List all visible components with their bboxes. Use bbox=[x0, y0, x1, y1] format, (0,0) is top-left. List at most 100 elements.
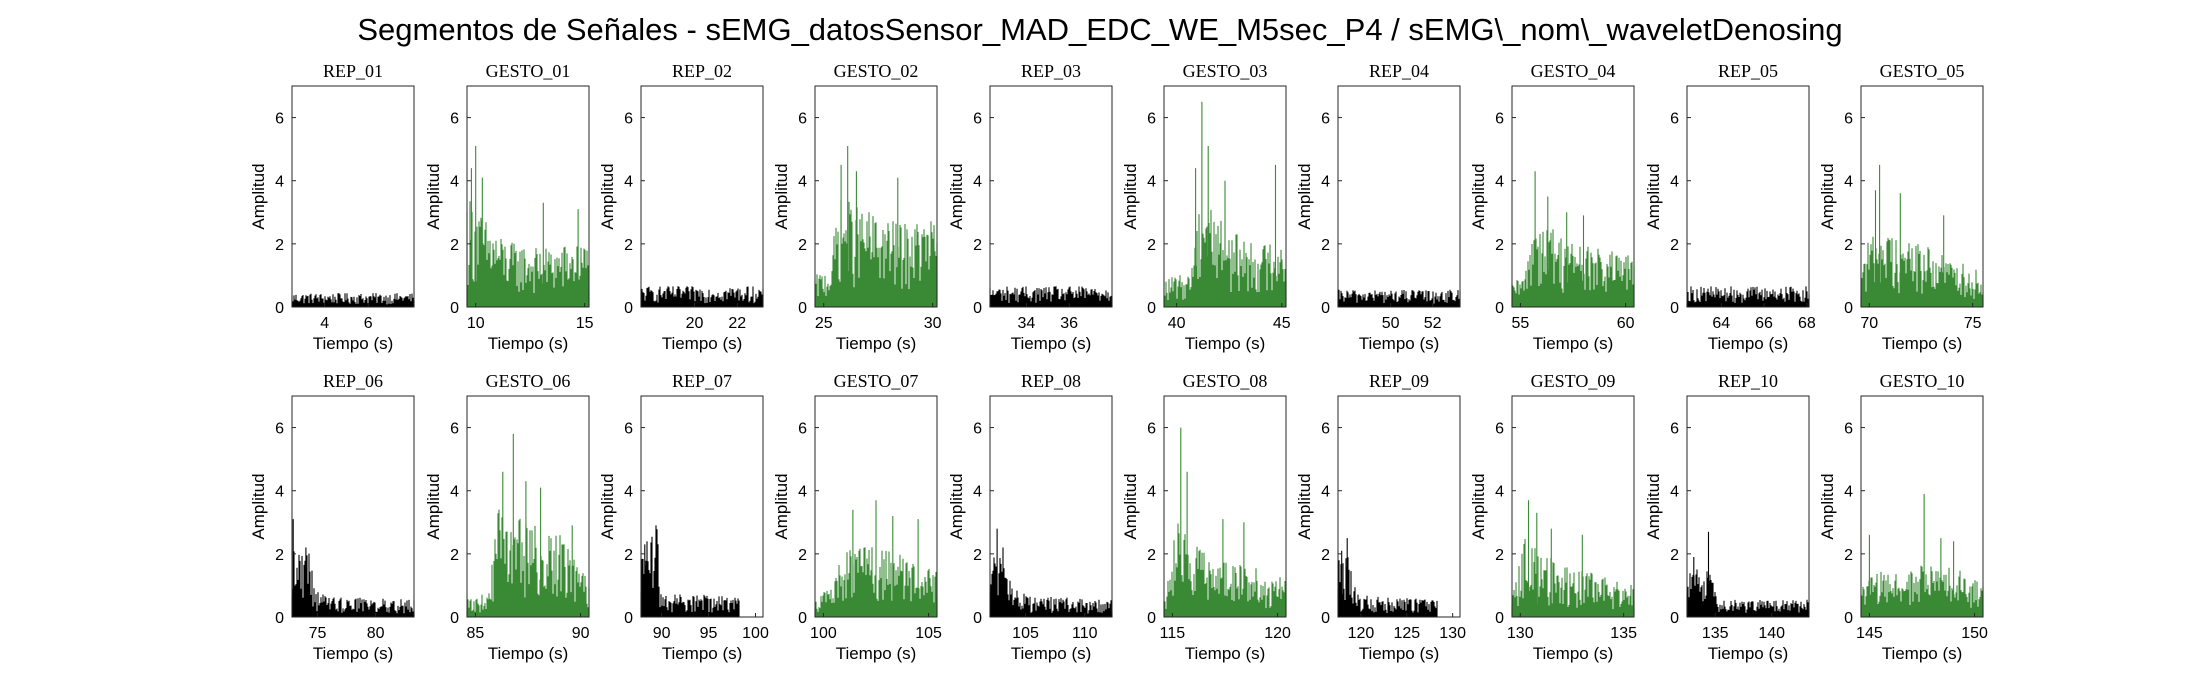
subplot-gesto-04: 0 2 4 6 55 60 GESTO_04 Tiempo (s) Amplitud bbox=[1469, 61, 1635, 353]
axes-box bbox=[1511, 85, 1635, 308]
x-tick-label: 66 bbox=[1755, 315, 1773, 332]
x-axis-label: Tiempo (s) bbox=[1882, 644, 1963, 663]
axes-box bbox=[1163, 395, 1287, 618]
x-tick-label: 85 bbox=[467, 625, 485, 642]
y-tick-label: 4 bbox=[1321, 174, 1330, 191]
y-tick-label: 2 bbox=[973, 547, 982, 564]
y-tick-label: 2 bbox=[1321, 547, 1330, 564]
y-axis-label: Amplitud bbox=[947, 473, 966, 539]
y-tick-label: 2 bbox=[973, 237, 982, 254]
y-tick-label: 4 bbox=[1321, 484, 1330, 501]
x-tick-label: 4 bbox=[320, 315, 329, 332]
axes-box bbox=[1511, 395, 1635, 618]
y-axis-label: Amplitud bbox=[1818, 473, 1837, 539]
x-tick-label: 90 bbox=[572, 625, 590, 642]
y-tick-label: 6 bbox=[624, 421, 633, 438]
axes-box bbox=[1686, 85, 1810, 308]
y-tick-label: 4 bbox=[1147, 174, 1156, 191]
subplot-rep-08: 0 2 4 6 105 110 REP_08 Tiempo (s) Amplitud bbox=[947, 371, 1113, 663]
x-tick-label: 150 bbox=[1961, 625, 1988, 642]
y-tick-label: 4 bbox=[1147, 484, 1156, 501]
y-tick-label: 0 bbox=[624, 300, 633, 317]
subplot-rep-06: 0 2 4 6 75 80 REP_06 Tiempo (s) Amplitud bbox=[249, 371, 415, 663]
subplot-title: GESTO_09 bbox=[1531, 371, 1616, 391]
y-tick-label: 2 bbox=[1147, 547, 1156, 564]
x-tick-label: 100 bbox=[742, 625, 769, 642]
x-tick-label: 80 bbox=[367, 625, 385, 642]
x-tick-label: 120 bbox=[1348, 625, 1375, 642]
axes-box bbox=[814, 85, 938, 308]
x-tick-label: 60 bbox=[1617, 315, 1635, 332]
subplot-title: REP_01 bbox=[323, 61, 383, 81]
x-axis-label: Tiempo (s) bbox=[836, 644, 917, 663]
y-tick-label: 2 bbox=[624, 547, 633, 564]
x-tick-label: 135 bbox=[1610, 625, 1637, 642]
y-axis-label: Amplitud bbox=[1121, 473, 1140, 539]
x-axis-label: Tiempo (s) bbox=[1708, 644, 1789, 663]
y-tick-label: 0 bbox=[798, 300, 807, 317]
y-tick-label: 0 bbox=[1495, 610, 1504, 627]
x-axis-label: Tiempo (s) bbox=[1011, 334, 1092, 353]
y-axis-label: Amplitud bbox=[1644, 163, 1663, 229]
x-tick-label: 6 bbox=[364, 315, 373, 332]
x-tick-label: 95 bbox=[700, 625, 718, 642]
y-tick-label: 6 bbox=[275, 421, 284, 438]
x-tick-label: 75 bbox=[1964, 315, 1982, 332]
x-axis-label: Tiempo (s) bbox=[662, 334, 743, 353]
y-axis-label: Amplitud bbox=[424, 163, 443, 229]
subplot-rep-02: 0 2 4 6 20 22 REP_02 Tiempo (s) Amplitud bbox=[598, 61, 764, 353]
y-tick-label: 4 bbox=[1670, 174, 1679, 191]
y-tick-label: 6 bbox=[1147, 111, 1156, 128]
x-axis-label: Tiempo (s) bbox=[488, 644, 569, 663]
y-tick-label: 0 bbox=[798, 610, 807, 627]
y-tick-label: 0 bbox=[624, 610, 633, 627]
y-tick-label: 4 bbox=[1495, 484, 1504, 501]
y-tick-label: 2 bbox=[1147, 237, 1156, 254]
y-tick-label: 6 bbox=[798, 421, 807, 438]
x-axis-label: Tiempo (s) bbox=[1533, 644, 1614, 663]
x-tick-label: 90 bbox=[653, 625, 671, 642]
subplot-gesto-08: 0 2 4 6 115 120 GESTO_08 Tiempo (s) Amplitud bbox=[1121, 371, 1291, 663]
axes-box bbox=[466, 395, 590, 618]
x-tick-label: 105 bbox=[915, 625, 942, 642]
subplot-gesto-01: 0 2 4 6 10 15 GESTO_01 Tiempo (s) Amplitud bbox=[424, 61, 594, 353]
subplot-title: REP_10 bbox=[1718, 371, 1778, 391]
x-axis-label: Tiempo (s) bbox=[313, 644, 394, 663]
subplot-rep-01: 0 2 4 6 4 6 REP_01 Tiempo (s) Amplitud bbox=[249, 61, 415, 353]
subplot-title: REP_04 bbox=[1369, 61, 1429, 81]
figure-title: Segmentos de Señales - sEMG_datosSensor_… bbox=[357, 12, 1842, 47]
subplot-title: GESTO_10 bbox=[1880, 371, 1965, 391]
y-axis-label: Amplitud bbox=[1121, 163, 1140, 229]
y-tick-label: 4 bbox=[1495, 174, 1504, 191]
axes-box bbox=[814, 395, 938, 618]
y-tick-label: 2 bbox=[1844, 547, 1853, 564]
subplot-rep-07: 0 2 4 6 90 95 100 REP_07 Tiempo (s) Amplitud bbox=[598, 371, 769, 663]
y-tick-label: 4 bbox=[450, 174, 459, 191]
x-axis-label: Tiempo (s) bbox=[836, 334, 917, 353]
y-tick-label: 0 bbox=[450, 300, 459, 317]
axes-box bbox=[640, 395, 764, 618]
axes-box bbox=[989, 395, 1113, 618]
y-tick-label: 0 bbox=[1321, 610, 1330, 627]
y-tick-label: 6 bbox=[275, 111, 284, 128]
x-axis-label: Tiempo (s) bbox=[488, 334, 569, 353]
y-tick-label: 0 bbox=[973, 610, 982, 627]
y-tick-label: 2 bbox=[798, 237, 807, 254]
x-tick-label: 130 bbox=[1439, 625, 1466, 642]
axes-box bbox=[291, 395, 415, 618]
subplot-title: REP_06 bbox=[323, 371, 383, 391]
y-tick-label: 6 bbox=[1670, 111, 1679, 128]
subplot-gesto-05: 0 2 4 6 70 75 GESTO_05 Tiempo (s) Amplitud bbox=[1818, 61, 1984, 353]
y-tick-label: 6 bbox=[450, 421, 459, 438]
y-axis-label: Amplitud bbox=[1469, 163, 1488, 229]
x-axis-label: Tiempo (s) bbox=[313, 334, 394, 353]
subplot-rep-03: 0 2 4 6 34 36 REP_03 Tiempo (s) Amplitud bbox=[947, 61, 1113, 353]
y-axis-label: Amplitud bbox=[598, 163, 617, 229]
x-tick-label: 125 bbox=[1393, 625, 1420, 642]
x-axis-label: Tiempo (s) bbox=[1708, 334, 1789, 353]
y-tick-label: 6 bbox=[973, 111, 982, 128]
subplot-title: GESTO_06 bbox=[486, 371, 571, 391]
y-tick-label: 6 bbox=[1495, 111, 1504, 128]
x-tick-label: 55 bbox=[1512, 315, 1530, 332]
